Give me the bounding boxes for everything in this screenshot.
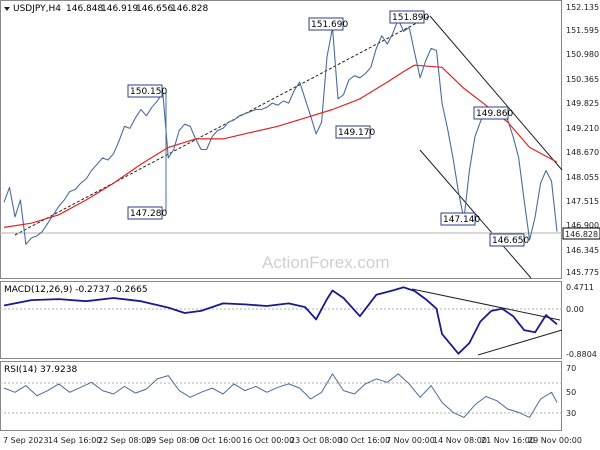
annotation-box	[489, 233, 525, 247]
time-tick: 6 Oct 16:00	[194, 436, 241, 445]
time-tick: 21 Nov 16:00	[481, 436, 535, 445]
time-tick: 23 Oct 08:00	[290, 436, 342, 445]
annotation-box	[335, 125, 371, 139]
price-tick: 152.135	[566, 3, 599, 12]
rsi-tick: 30	[566, 409, 576, 418]
annotation-box	[473, 106, 509, 120]
macd-macd-line	[3, 286, 558, 355]
time-tick: 29 Nov 00:00	[528, 436, 582, 445]
annotation-149860: 149.860	[476, 109, 513, 119]
time-tick: 30 Oct 16:00	[338, 436, 390, 445]
annotation-147140: 147.140	[443, 215, 480, 225]
annotation-151690: 151.690	[311, 20, 348, 30]
price-quote-open: 146.848	[66, 4, 103, 14]
time-tick: 14 Sep 16:00	[48, 436, 101, 445]
price-usdjpy-line	[3, 18, 558, 245]
rsi-tick: 50	[566, 388, 576, 397]
dropdown-triangle-icon	[4, 7, 10, 11]
macd-tick: 0.4711	[566, 283, 594, 292]
annotation-149170: 149.170	[338, 128, 375, 138]
time-tick: 7 Nov 00:00	[386, 436, 435, 445]
macd-lower-trendline	[477, 329, 563, 356]
annotation-151890: 151.890	[392, 13, 429, 23]
time-tick: 7 Sep 2023	[3, 436, 49, 445]
time-tick: 16 Oct 00:00	[242, 436, 294, 445]
price-tick: 148.055	[566, 173, 599, 182]
rsi-tick: 70	[566, 364, 576, 373]
price-ma-line	[3, 64, 558, 228]
annotation-box	[308, 17, 344, 31]
price-tick: 151.595	[566, 26, 599, 35]
rising-channel-line	[14, 15, 431, 236]
last-price-marker	[562, 227, 600, 240]
macd-series-group	[3, 286, 558, 355]
price-tick: 147.515	[566, 197, 599, 206]
price-tick: 149.825	[566, 99, 599, 108]
macd-panel-frame	[0, 281, 562, 359]
price-quote-low: 146.656	[136, 4, 173, 14]
watermark: ActionForex.com	[262, 253, 390, 272]
price-tick: 145.775	[566, 268, 599, 277]
macd-panel-title: MACD(12,26,9) -0.2737 -0.2665	[4, 285, 148, 295]
annotation-150150: 150.150	[130, 87, 167, 97]
annotation-box	[440, 212, 476, 226]
rsi-panel-frame	[0, 361, 562, 431]
price-tick: 150.365	[566, 75, 599, 84]
price-tick: 146.345	[566, 246, 599, 255]
time-tick: 29 Sep 08:00	[146, 436, 199, 445]
price-quote-close: 146.828	[171, 4, 208, 14]
price-panel-title: USDJPY,H4	[13, 4, 61, 14]
annotation-box	[127, 206, 163, 220]
price-tick: 146.900	[566, 221, 599, 230]
price-annotations: 150.150 147.280 151.690 149.170 151.890 …	[127, 10, 529, 247]
rsi-series-group	[3, 373, 558, 418]
annotation-146650: 146.650	[492, 236, 529, 246]
annotation-147280: 147.280	[130, 209, 167, 219]
macd-y-axis: 0.4711 0.00 -0.8804	[566, 283, 597, 359]
rsi-rsi-line	[3, 373, 558, 418]
last-price-value: 146.828	[565, 230, 598, 239]
price-tick: 149.210	[566, 124, 599, 133]
price-panel-frame	[0, 0, 562, 279]
price-tick: 150.980	[566, 50, 599, 59]
time-tick: 22 Sep 08:00	[98, 436, 151, 445]
macd-upper-trendline	[411, 288, 561, 321]
rsi-y-axis: 70 50 30	[566, 364, 576, 418]
price-header: USDJPY,H4 146.848 146.919 146.656 146.82…	[4, 4, 208, 14]
price-series-group	[3, 18, 558, 245]
time-axis: 7 Sep 2023 14 Sep 16:00 22 Sep 08:00 29 …	[3, 436, 582, 445]
annotation-box	[389, 10, 425, 24]
rsi-panel-title: RSI(14) 37.9238	[4, 365, 77, 375]
price-quote-high: 146.919	[101, 4, 138, 14]
trendlines	[0, 15, 563, 279]
macd-tick: 0.00	[566, 305, 584, 314]
price-tick: 148.670	[566, 148, 599, 157]
price-y-axis: 152.135 151.595 150.980 150.365 149.825 …	[562, 3, 600, 277]
upper-falling-line	[429, 15, 563, 171]
time-tick: 14 Nov 08:00	[433, 436, 487, 445]
annotation-box	[127, 84, 163, 98]
macd-tick: -0.8804	[566, 350, 597, 359]
